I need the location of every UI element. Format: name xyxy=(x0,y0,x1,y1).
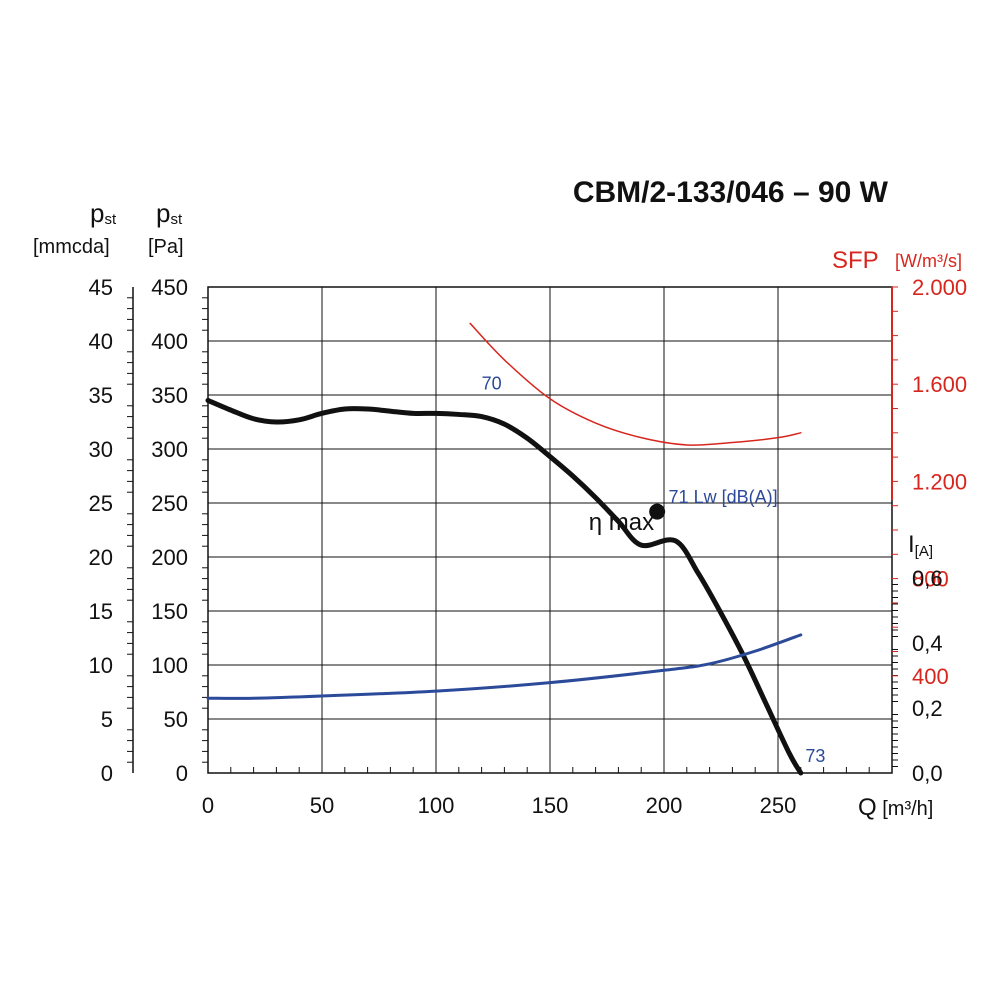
x-tick-label: 50 xyxy=(310,793,334,818)
annotation-label: η max xyxy=(589,509,654,536)
mmcda-tick-label: 45 xyxy=(89,275,113,300)
pa-tick-label: 100 xyxy=(151,653,188,678)
chart-title: CBM/2-133/046 – 90 W xyxy=(573,176,889,209)
sfp-tick-label: 400 xyxy=(912,664,949,689)
eta-max-point xyxy=(649,503,666,520)
pa-tick-label: 450 xyxy=(151,275,188,300)
pa-axis-unit: [Pa] xyxy=(148,236,184,258)
x-axis-label: Q [m³/h] xyxy=(858,794,933,821)
sfp-tick-label: 2.000 xyxy=(912,275,967,300)
current-tick-label: 0,2 xyxy=(912,696,943,721)
x-tick-label: 200 xyxy=(646,793,683,818)
pa-axis-label: pst xyxy=(156,198,183,228)
current-tick-label: 0,4 xyxy=(912,631,943,656)
x-tick-label: 0 xyxy=(202,793,214,818)
pa-tick-label: 300 xyxy=(151,437,188,462)
current-axis-label: I[A] xyxy=(908,531,933,560)
annotation-label: 71 Lw [dB(A)] xyxy=(669,487,778,507)
mmcda-axis-header: [mmcda] xyxy=(33,236,110,258)
mmcda-tick-label: 5 xyxy=(101,707,113,732)
pa-tick-label: 200 xyxy=(151,545,188,570)
pa-tick-label: 0 xyxy=(176,761,188,786)
annotation-label: 73 xyxy=(805,746,825,766)
sfp-tick-label: 1.600 xyxy=(912,372,967,397)
sfp-tick-label: 800 xyxy=(912,567,949,592)
sfp-axis-unit: [W/m³/s] xyxy=(895,251,962,271)
mmcda-tick-label: 10 xyxy=(89,653,113,678)
mmcda-tick-label: 0 xyxy=(101,761,113,786)
plot-area: 0 50 100 150 200 250 Q [m³/h]05010015020025030… xyxy=(89,275,968,821)
current-tick-label: 0,0 xyxy=(912,761,943,786)
pa-axis-header: [Pa] xyxy=(148,236,184,258)
sfp-axis-header: SFP [W/m³/s] xyxy=(832,247,962,274)
pa-tick-label: 400 xyxy=(151,329,188,354)
pa-tick-label: 50 xyxy=(164,707,188,732)
x-tick-label: 150 xyxy=(532,793,569,818)
series-pressure-line xyxy=(205,397,804,776)
current-tick-label: 0,6 xyxy=(912,566,943,591)
mmcda-axis-label: pst xyxy=(90,198,117,228)
series-current-line xyxy=(206,633,803,700)
x-tick-label: 100 xyxy=(418,793,455,818)
mmcda-tick-label: 15 xyxy=(89,599,113,624)
mmcda-tick-label: 25 xyxy=(89,491,113,516)
mmcda-tick-label: 30 xyxy=(89,437,113,462)
sfp-axis-label: SFP xyxy=(832,247,879,274)
series-sfp-line xyxy=(469,322,802,446)
mmcda-tick-label: 20 xyxy=(89,545,113,570)
pa-tick-label: 350 xyxy=(151,383,188,408)
mmcda-tick-label: 40 xyxy=(89,329,113,354)
pa-tick-label: 150 xyxy=(151,599,188,624)
mmcda-axis-unit: [mmcda] xyxy=(33,236,110,258)
mmcda-tick-label: 35 xyxy=(89,383,113,408)
pa-tick-label: 250 xyxy=(151,491,188,516)
annotation-label: 70 xyxy=(482,374,502,394)
sfp-tick-label: 1.200 xyxy=(912,469,967,494)
x-tick-label: 250 xyxy=(760,793,797,818)
